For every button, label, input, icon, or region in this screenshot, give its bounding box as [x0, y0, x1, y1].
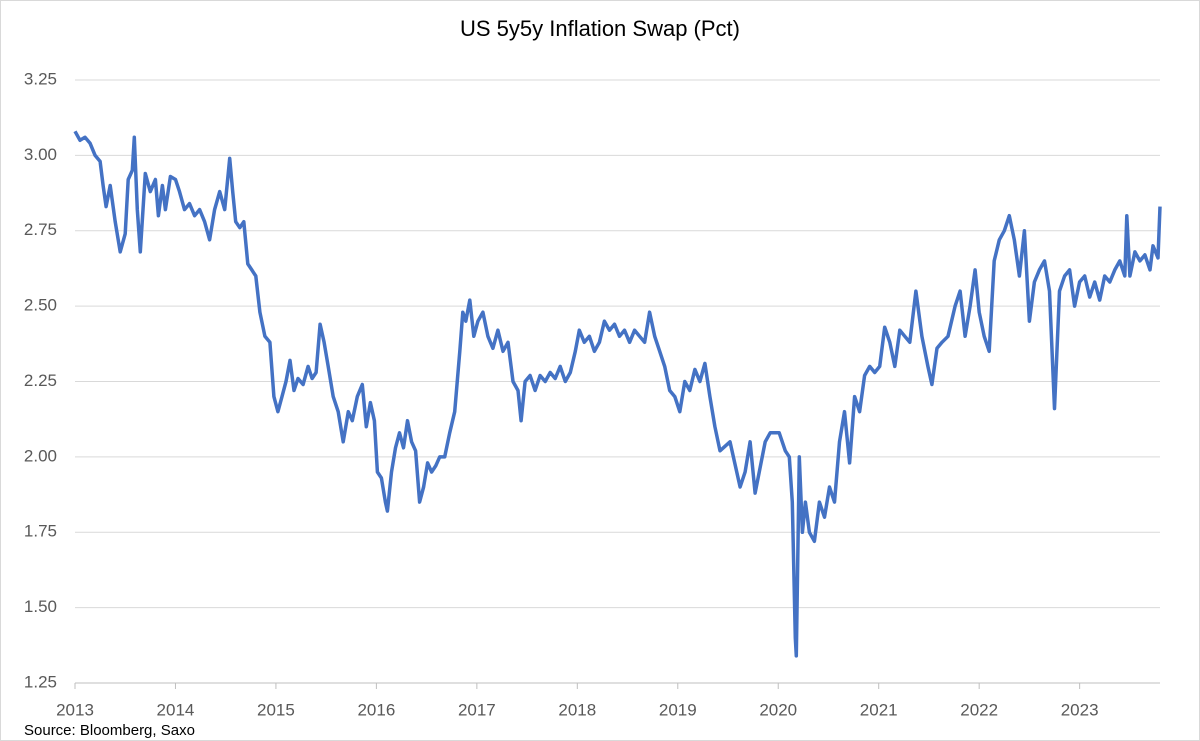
y-tick-label: 3.25 — [24, 69, 57, 88]
x-tick-label: 2020 — [759, 700, 797, 719]
y-tick-label: 2.25 — [24, 371, 57, 390]
line-series — [73, 130, 1162, 658]
y-tick-label: 2.50 — [24, 296, 57, 315]
x-tick-label: 2015 — [257, 700, 295, 719]
y-tick-label: 1.75 — [24, 522, 57, 541]
y-tick-label: 1.25 — [24, 672, 57, 691]
chart-title: US 5y5y Inflation Swap (Pct) — [460, 16, 740, 41]
x-tick-label: 2016 — [357, 700, 395, 719]
x-tick-label: 2017 — [458, 700, 496, 719]
x-tick-label: 2014 — [157, 700, 195, 719]
x-tick-label: 2023 — [1061, 700, 1099, 719]
x-tick-label: 2022 — [960, 700, 998, 719]
source-note: Source: Bloomberg, Saxo — [24, 722, 195, 739]
y-tick-label: 1.50 — [24, 597, 57, 616]
x-tick-label: 2019 — [659, 700, 697, 719]
y-tick-label: 2.00 — [24, 446, 57, 465]
x-tick-label: 2013 — [56, 700, 94, 719]
x-tick-label: 2018 — [558, 700, 596, 719]
y-tick-label: 3.00 — [24, 145, 57, 164]
y-tick-label: 2.75 — [24, 220, 57, 239]
x-tick-label: 2021 — [860, 700, 898, 719]
